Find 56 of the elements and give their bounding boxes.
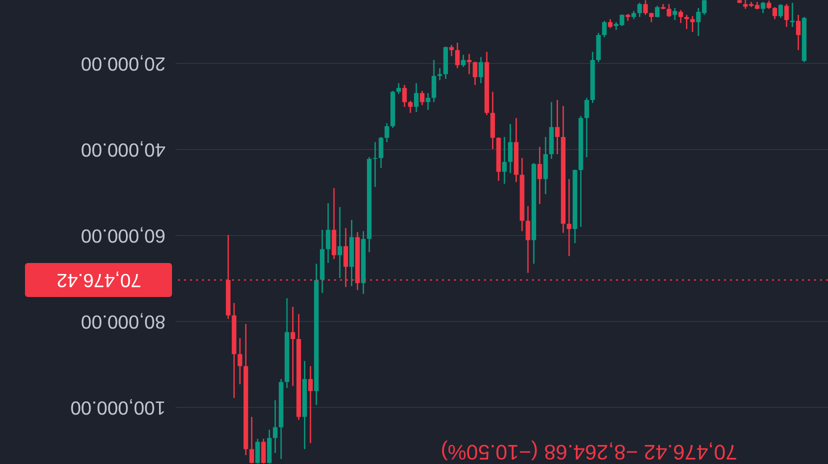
candlestick	[249, 416, 254, 464]
candlestick	[272, 399, 278, 454]
candlestick	[643, 0, 648, 16]
candlestick	[449, 44, 454, 57]
candlestick	[378, 136, 384, 169]
ref-line-label: 70,476.42	[56, 269, 142, 290]
candlestick	[396, 82, 401, 95]
candlestick	[566, 178, 572, 257]
candlestick	[678, 9, 684, 24]
candlestick	[338, 206, 342, 279]
candlestick	[784, 3, 789, 28]
candlestick	[384, 122, 390, 143]
candlestick	[526, 206, 530, 274]
candlestick	[555, 99, 560, 155]
candlestick	[261, 438, 266, 464]
candlestick	[372, 141, 378, 188]
candlestick	[672, 7, 678, 21]
candlestick	[508, 123, 513, 174]
candlestick	[455, 42, 460, 69]
candlestick	[466, 53, 472, 75]
candlestick	[420, 90, 424, 106]
candlestick	[255, 438, 260, 464]
candlestick	[760, 1, 766, 14]
candlestick	[432, 59, 436, 103]
y-tick-label: 100,000.00	[70, 396, 166, 418]
candlestick	[426, 92, 430, 111]
candlestick	[326, 202, 330, 264]
y-tick-label: 60,000.00	[80, 224, 166, 246]
candlestick	[308, 365, 313, 444]
y-tick-label: 20,000.00	[80, 52, 166, 74]
candlestick	[690, 15, 695, 33]
candlestick	[408, 100, 413, 114]
candlestick	[666, 3, 672, 18]
candlestick	[460, 54, 466, 68]
candlestick	[796, 14, 801, 51]
candlestick	[472, 61, 478, 86]
candlestick	[502, 136, 507, 184]
candlestick	[290, 306, 296, 387]
candlestick	[414, 82, 419, 113]
candlestick	[778, 3, 783, 18]
candlestick	[537, 146, 542, 205]
y-tick-label: 80,000.00	[80, 310, 166, 332]
candlestick	[602, 20, 607, 38]
candlestick	[584, 97, 590, 158]
candlestick	[772, 6, 778, 20]
candlestick	[649, 12, 654, 23]
candlestick	[684, 14, 689, 30]
candlestick	[654, 5, 660, 18]
y-tick-label: 40,000.00	[80, 138, 166, 160]
candlestick	[478, 56, 484, 84]
candlestick	[402, 84, 407, 108]
candlestick	[637, 2, 642, 18]
candlestick	[238, 338, 242, 385]
candlestick	[437, 68, 442, 81]
annotation: 70,476.42 −8,264.68 (−10.50%)	[440, 440, 738, 463]
candlestick	[608, 18, 613, 29]
